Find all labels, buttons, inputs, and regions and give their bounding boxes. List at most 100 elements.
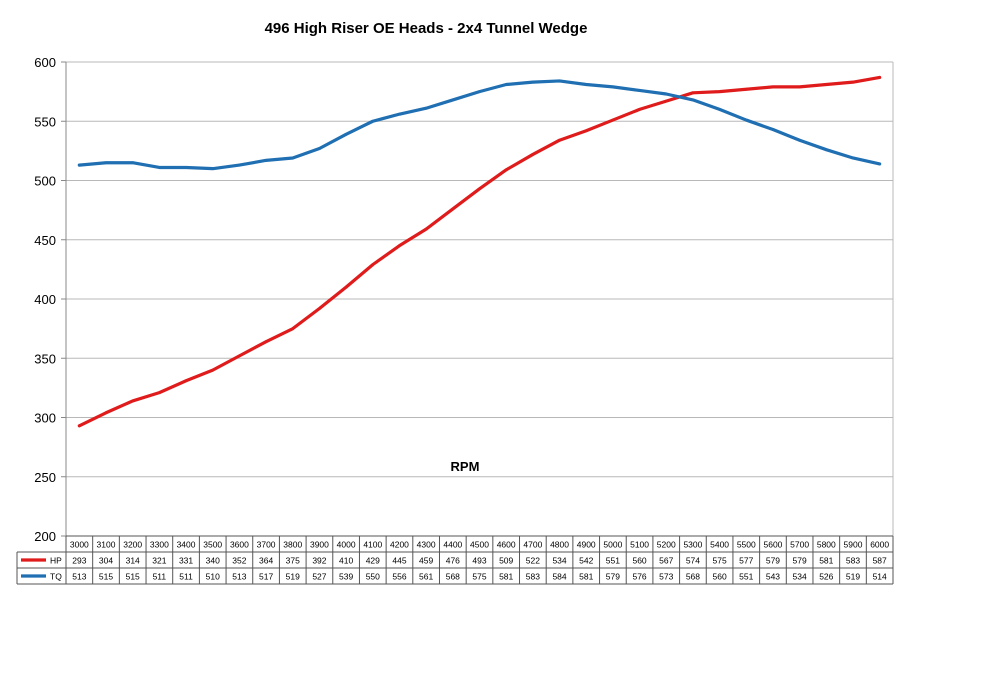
data-point-hp bbox=[157, 391, 161, 395]
data-point-tq bbox=[691, 98, 695, 102]
data-label-tq: 511 bbox=[179, 572, 193, 582]
data-label-hp: 375 bbox=[286, 556, 300, 566]
y-tick-labels: 200 250 300 350 400 450 500 550 600 bbox=[34, 55, 56, 544]
data-point-hp bbox=[77, 424, 81, 428]
data-label-hp: 542 bbox=[579, 556, 593, 566]
data-label-hp: 522 bbox=[526, 556, 540, 566]
x-tick-label: 5300 bbox=[683, 540, 702, 550]
data-label-hp: 293 bbox=[72, 556, 86, 566]
data-point-tq bbox=[611, 85, 615, 89]
x-tick-label: 3800 bbox=[283, 540, 302, 550]
data-label-hp: 476 bbox=[446, 556, 460, 566]
data-label-tq: 551 bbox=[739, 572, 753, 582]
data-point-tq bbox=[371, 119, 375, 123]
data-label-tq: 576 bbox=[632, 572, 646, 582]
data-label-hp: 567 bbox=[659, 556, 673, 566]
data-point-tq bbox=[664, 92, 668, 96]
x-tick-label: 5000 bbox=[603, 540, 622, 550]
data-label-tq: 517 bbox=[259, 572, 273, 582]
data-label-hp: 392 bbox=[312, 556, 326, 566]
data-point-hp bbox=[238, 354, 241, 358]
y-tick-label: 350 bbox=[34, 351, 56, 366]
data-point-hp bbox=[584, 129, 588, 133]
data-point-tq bbox=[398, 112, 401, 116]
x-tick-label: 5200 bbox=[657, 540, 676, 550]
data-label-tq: 534 bbox=[793, 572, 807, 582]
data-label-tq: 513 bbox=[232, 572, 246, 582]
data-point-hp bbox=[851, 80, 855, 84]
data-point-tq bbox=[744, 118, 748, 122]
data-point-hp bbox=[478, 187, 481, 191]
data-point-hp bbox=[264, 340, 268, 344]
data-point-tq bbox=[478, 90, 481, 94]
x-tick-label: 4900 bbox=[577, 540, 596, 550]
y-tick-label: 600 bbox=[34, 55, 56, 70]
grid-lines bbox=[66, 61, 893, 478]
data-label-tq: 556 bbox=[392, 572, 406, 582]
x-tick-label: 4500 bbox=[470, 540, 489, 550]
data-label-tq: 514 bbox=[873, 572, 887, 582]
data-point-hp bbox=[744, 87, 748, 91]
data-point-hp bbox=[104, 411, 108, 415]
data-point-hp bbox=[878, 76, 882, 79]
data-label-tq: 539 bbox=[339, 572, 353, 582]
x-tick-label: 3100 bbox=[97, 540, 116, 550]
data-point-hp bbox=[611, 118, 615, 122]
x-tick-label: 4300 bbox=[417, 540, 436, 550]
x-tick-label: 3200 bbox=[123, 540, 142, 550]
x-tick-label: 4100 bbox=[363, 540, 382, 550]
y-tick-label: 300 bbox=[34, 411, 56, 426]
data-point-hp bbox=[371, 263, 375, 267]
y-tick-label: 500 bbox=[34, 174, 56, 189]
data-point-tq bbox=[424, 106, 428, 110]
data-label-tq: 560 bbox=[713, 572, 727, 582]
x-tick-label: 5600 bbox=[763, 540, 782, 550]
data-label-hp: 429 bbox=[366, 556, 380, 566]
x-tick-label: 6000 bbox=[870, 540, 889, 550]
data-label-hp: 551 bbox=[606, 556, 620, 566]
data-point-tq bbox=[104, 161, 108, 165]
data-point-tq bbox=[344, 132, 348, 136]
x-tick-label: 5800 bbox=[817, 540, 836, 550]
data-label-hp: 575 bbox=[713, 556, 727, 566]
x-tick-label: 5400 bbox=[710, 540, 729, 550]
data-point-tq bbox=[504, 83, 508, 86]
data-point-tq bbox=[851, 156, 855, 160]
legend-label-tq: TQ bbox=[50, 572, 62, 582]
data-label-tq: 581 bbox=[499, 572, 513, 582]
data-label-hp: 445 bbox=[392, 556, 406, 566]
data-label-tq: 515 bbox=[126, 572, 140, 582]
y-tick-label: 200 bbox=[34, 529, 56, 544]
data-point-tq bbox=[291, 156, 295, 160]
data-label-hp: 331 bbox=[179, 556, 193, 566]
x-tick-label: 4600 bbox=[497, 540, 516, 550]
data-point-tq bbox=[157, 166, 161, 169]
data-point-hp bbox=[504, 168, 508, 172]
y-tick-label: 450 bbox=[34, 233, 56, 248]
data-point-tq bbox=[798, 138, 802, 142]
x-tick-label: 5900 bbox=[844, 540, 863, 550]
series-line-hp bbox=[77, 75, 882, 428]
data-point-hp bbox=[531, 153, 535, 156]
data-point-hp bbox=[424, 227, 428, 231]
y-tick-label: 250 bbox=[34, 470, 56, 485]
x-tick-label: 3700 bbox=[257, 540, 276, 550]
data-point-tq bbox=[318, 147, 321, 150]
data-label-tq: 579 bbox=[606, 572, 620, 582]
data-label-tq: 561 bbox=[419, 572, 433, 582]
x-tick-label: 4000 bbox=[337, 540, 356, 550]
data-label-hp: 579 bbox=[793, 556, 807, 566]
data-point-tq bbox=[558, 79, 561, 83]
x-tick-label: 3000 bbox=[70, 540, 89, 550]
data-label-tq: 515 bbox=[99, 572, 113, 582]
data-label-hp: 560 bbox=[632, 556, 646, 566]
x-tick-label: 4200 bbox=[390, 540, 409, 550]
data-point-tq bbox=[878, 162, 882, 166]
x-tick-label: 3900 bbox=[310, 540, 329, 550]
data-label-hp: 314 bbox=[126, 556, 140, 566]
y-tick-label: 550 bbox=[34, 114, 56, 129]
data-point-hp bbox=[318, 307, 321, 310]
legend-label-hp: HP bbox=[50, 556, 62, 566]
x-tick-label: 4800 bbox=[550, 540, 569, 550]
